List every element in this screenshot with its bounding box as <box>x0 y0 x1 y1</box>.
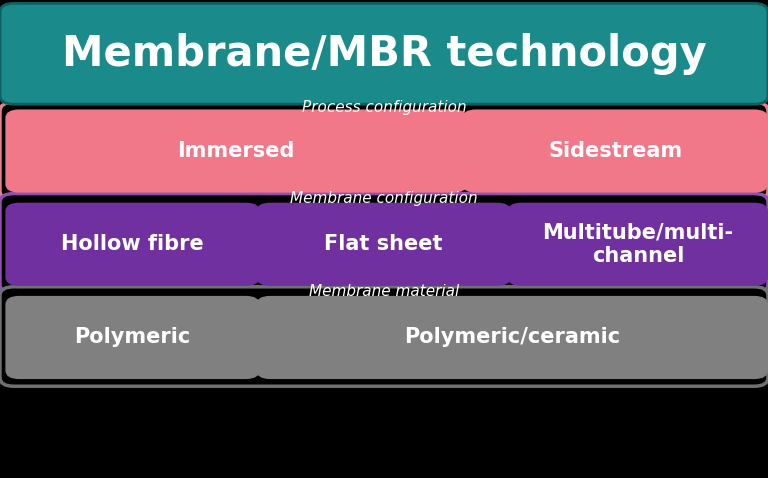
Text: Membrane material: Membrane material <box>309 284 459 299</box>
FancyBboxPatch shape <box>257 203 511 286</box>
FancyBboxPatch shape <box>5 203 260 286</box>
Text: Membrane/MBR technology: Membrane/MBR technology <box>61 33 707 75</box>
FancyBboxPatch shape <box>0 102 768 200</box>
Text: Hollow fibre: Hollow fibre <box>61 234 204 254</box>
Text: Flat sheet: Flat sheet <box>324 234 443 254</box>
FancyBboxPatch shape <box>5 296 260 379</box>
FancyBboxPatch shape <box>0 194 768 293</box>
Text: Sidestream: Sidestream <box>548 141 682 161</box>
Text: Process configuration: Process configuration <box>302 99 466 115</box>
Text: Membrane configuration: Membrane configuration <box>290 191 478 206</box>
Text: Multitube/multi-
channel: Multitube/multi- channel <box>542 223 733 266</box>
FancyBboxPatch shape <box>462 109 768 193</box>
FancyBboxPatch shape <box>508 203 768 286</box>
FancyBboxPatch shape <box>0 287 768 386</box>
FancyBboxPatch shape <box>5 109 467 193</box>
FancyBboxPatch shape <box>257 296 768 379</box>
FancyBboxPatch shape <box>0 3 768 104</box>
Text: Immersed: Immersed <box>177 141 295 161</box>
Text: Polymeric: Polymeric <box>74 327 190 348</box>
Text: Polymeric/ceramic: Polymeric/ceramic <box>404 327 621 348</box>
